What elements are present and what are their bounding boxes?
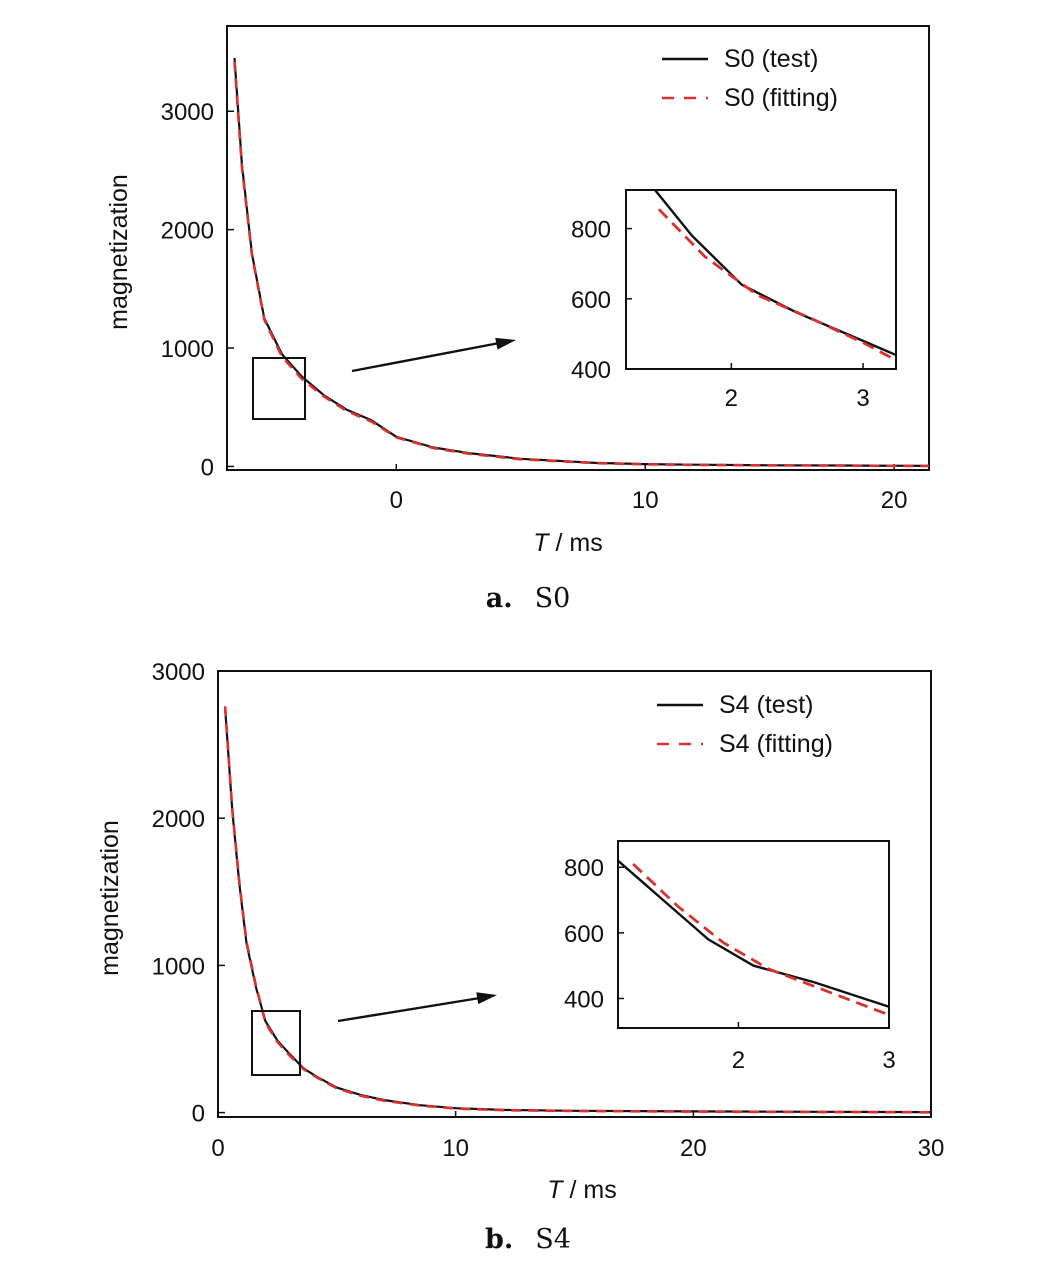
inset-y-tick-label: 800 <box>564 855 604 882</box>
legend: S0 (test) S0 (fitting) <box>662 45 838 112</box>
inset-chart: 2 3 400 600 800 <box>564 840 896 1074</box>
inset-frame <box>625 189 897 370</box>
y-tick-label: 1000 <box>152 953 205 980</box>
inset-y-tick-label: 600 <box>564 921 604 948</box>
zoom-box <box>251 1010 301 1076</box>
inset-x-tick-label: 2 <box>732 1047 745 1074</box>
y-tick-label: 3000 <box>161 99 214 126</box>
inset-x-tick-label: 2 <box>725 385 738 412</box>
inset-y-tick-label: 600 <box>571 287 611 314</box>
series-line-fitting <box>223 706 931 1114</box>
y-tick-label: 2000 <box>161 218 214 245</box>
arrow-head <box>495 337 516 350</box>
y-tick-label: 2000 <box>152 806 205 833</box>
legend-label-test: S4 (test) <box>719 691 813 719</box>
panel-caption: b. S4 <box>485 1224 571 1255</box>
y-tick-label: 0 <box>201 454 214 481</box>
y-tick-label: 1000 <box>161 336 214 363</box>
x-tick-label: 10 <box>442 1135 469 1162</box>
inset-y-tick-label: 400 <box>571 357 611 384</box>
legend: S4 (test) S4 (fitting) <box>657 691 833 758</box>
inset-series-line-test <box>654 190 896 357</box>
series-line-fitting <box>233 61 929 468</box>
inset-series-line-fitting <box>632 862 889 1017</box>
x-tick-label: 20 <box>680 1135 707 1162</box>
inset-chart: 2 3 400 600 800 <box>571 189 897 412</box>
inset-series-line-test <box>618 859 889 1008</box>
legend-label-test: S0 (test) <box>724 45 818 73</box>
inset-y-tick-label: 800 <box>571 217 611 244</box>
chart-panel-b: 0 10 20 30 0 1000 2000 3000 2 3 400 600 800 S4 (test)… <box>96 659 944 1255</box>
arrow-head <box>476 992 497 1005</box>
x-axis-label: T / ms <box>547 1176 616 1204</box>
plot-frame <box>217 670 932 1118</box>
y-tick-label: 0 <box>192 1101 205 1128</box>
y-axis-label: magnetization <box>105 174 133 330</box>
zoom-arrow-line <box>337 996 484 1023</box>
x-tick-label: 20 <box>881 487 908 514</box>
x-tick-label: 0 <box>211 1135 224 1162</box>
zoom-arrow-line <box>351 341 503 373</box>
panel-caption: a. S0 <box>486 583 571 614</box>
legend-label-fitting: S0 (fitting) <box>724 84 838 112</box>
x-tick-label: 0 <box>390 487 403 514</box>
inset-series-line-fitting <box>657 208 896 362</box>
zoom-box <box>252 357 306 420</box>
legend-label-fitting: S4 (fitting) <box>719 730 833 758</box>
y-axis-label: magnetization <box>96 820 124 976</box>
x-tick-label: 10 <box>632 487 659 514</box>
inset-x-tick-label: 3 <box>856 385 869 412</box>
inset-y-tick-label: 400 <box>564 986 604 1013</box>
inset-x-tick-label: 3 <box>882 1047 895 1074</box>
plot-frame <box>226 25 930 471</box>
y-tick-label: 3000 <box>152 659 205 686</box>
x-axis-label: T / ms <box>533 529 602 557</box>
x-tick-label: 30 <box>918 1135 945 1162</box>
